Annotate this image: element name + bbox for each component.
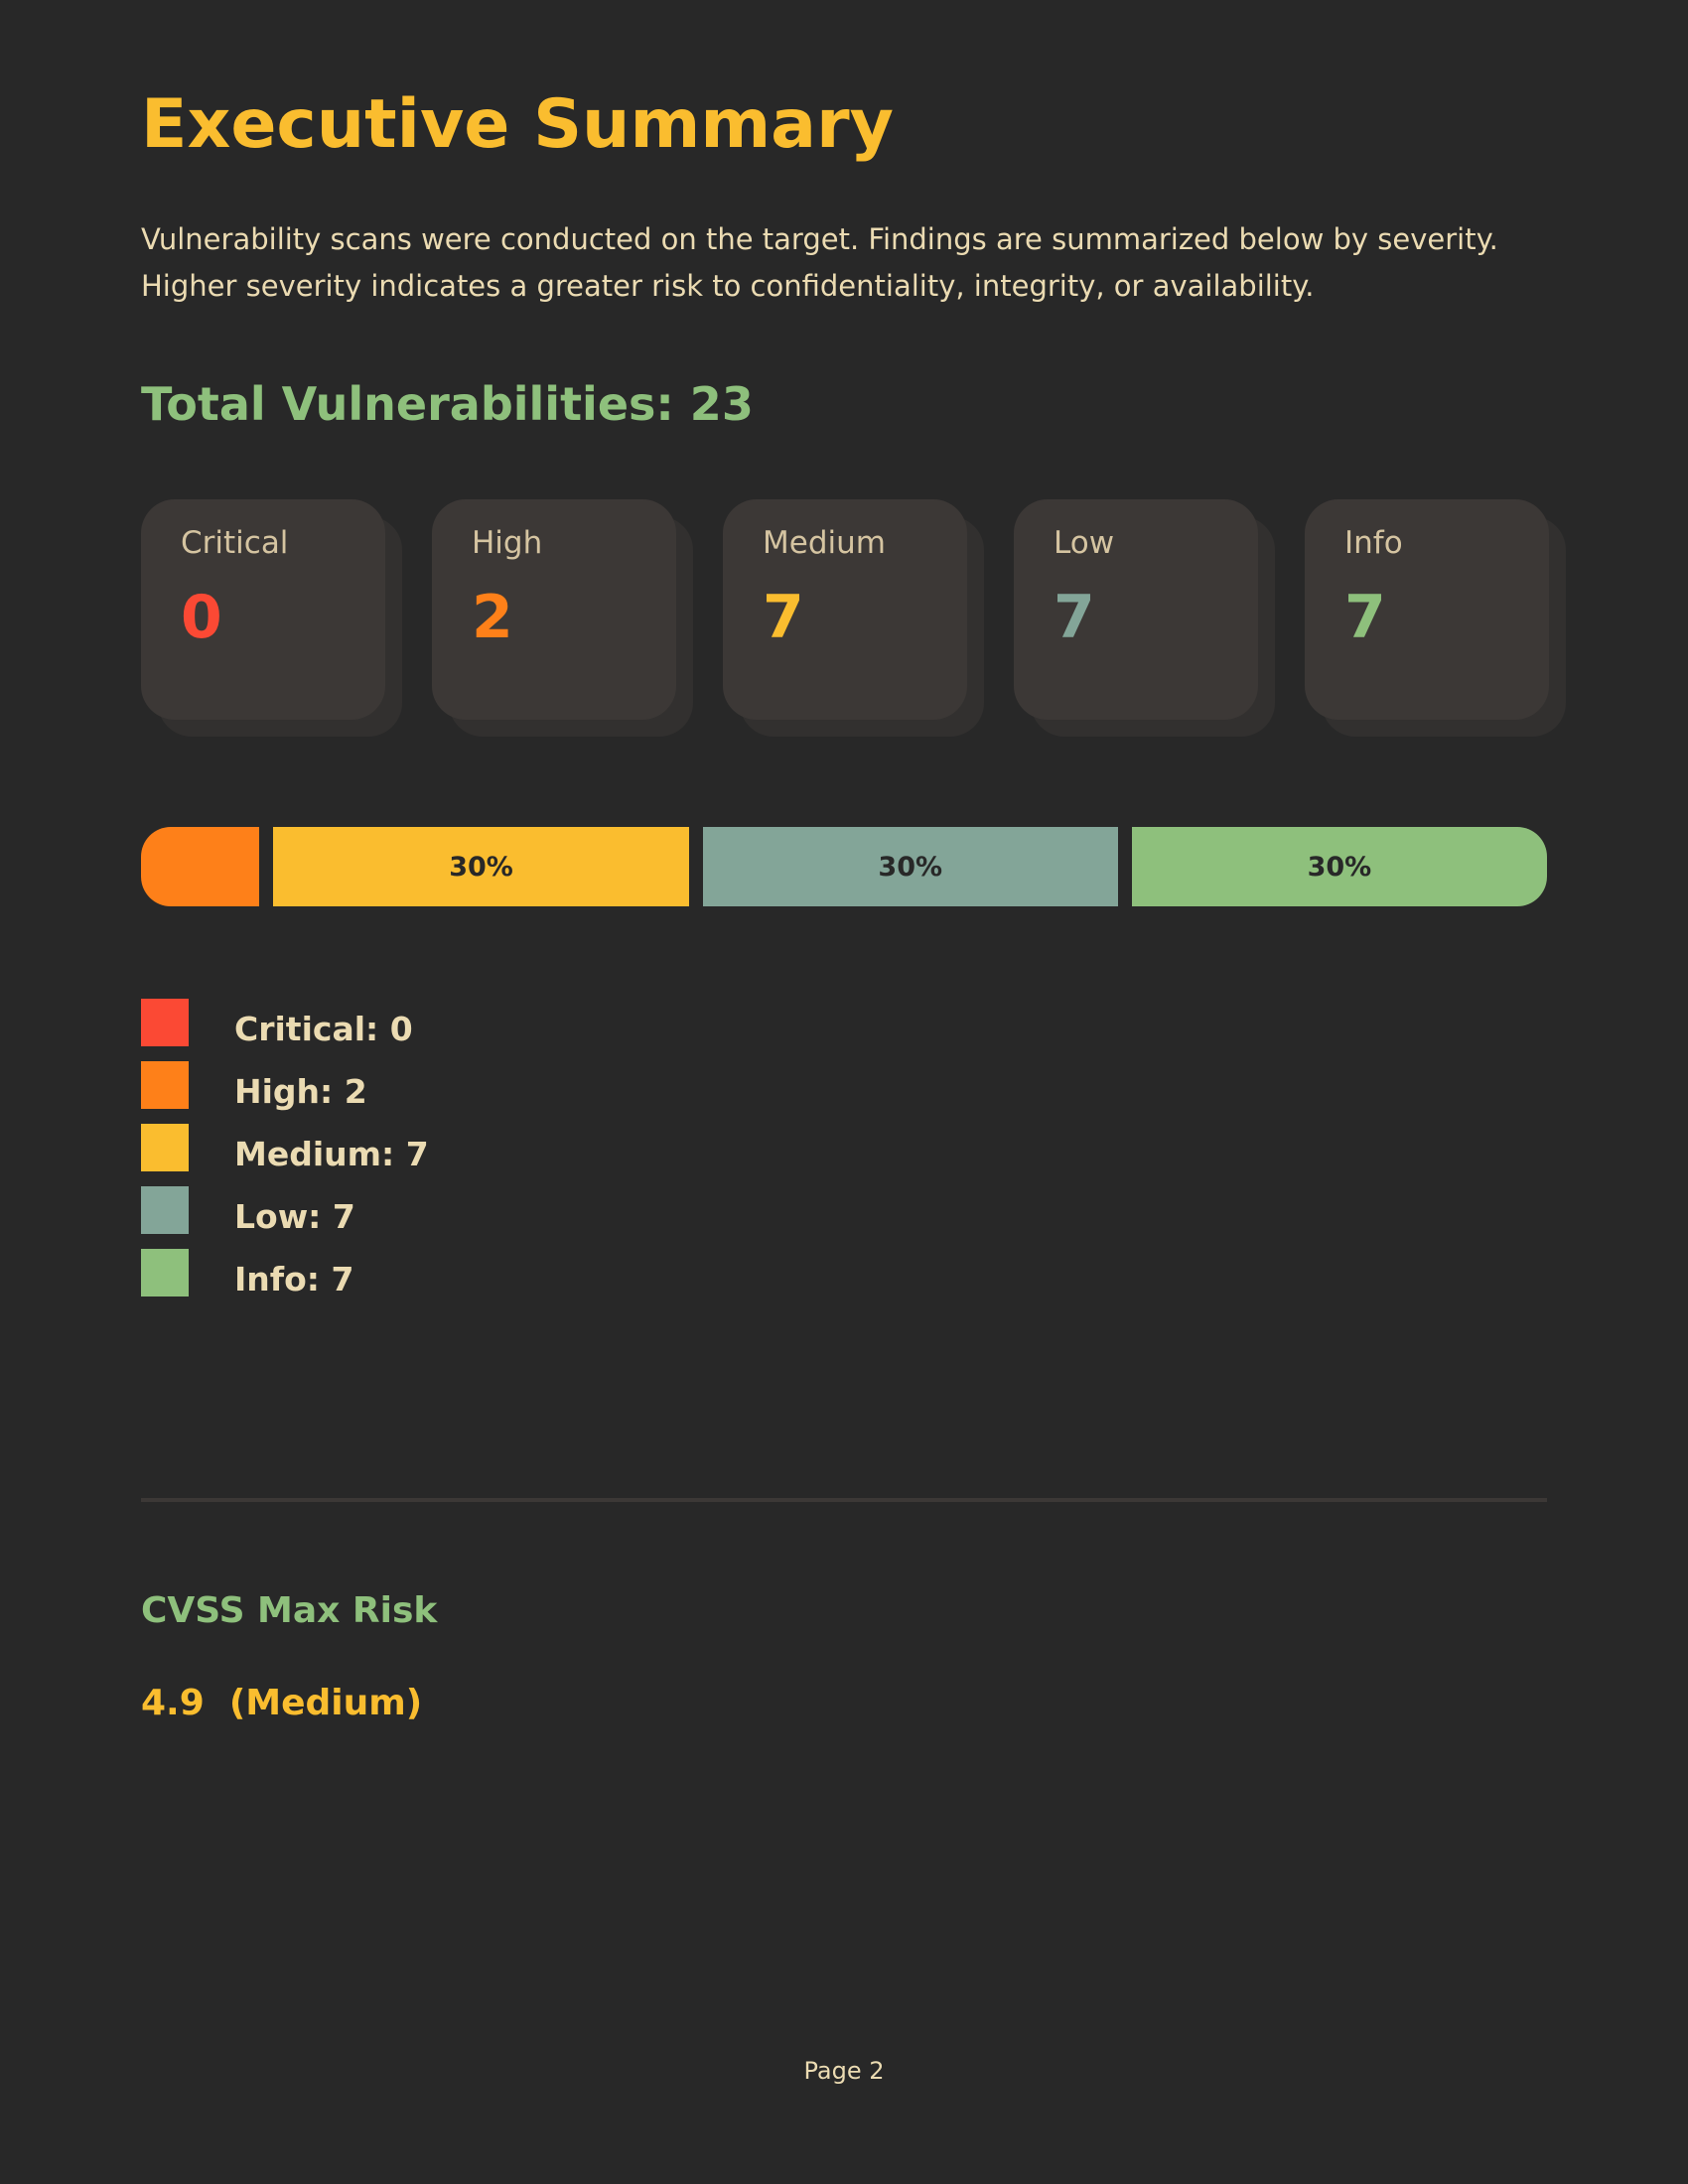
legend-label: Low: 7 xyxy=(234,1197,355,1236)
bar-segment xyxy=(141,827,260,906)
legend-swatch xyxy=(141,1061,189,1109)
legend-swatch xyxy=(141,1249,189,1297)
card-count: 7 xyxy=(1054,583,1095,652)
legend-label: Info: 7 xyxy=(234,1260,354,1298)
segment-label: 30% xyxy=(878,851,943,883)
card-count: 2 xyxy=(472,583,513,652)
segment-label: 30% xyxy=(1307,851,1372,883)
card-count: 7 xyxy=(1344,583,1386,652)
legend-swatch xyxy=(141,999,189,1046)
legend-label: High: 2 xyxy=(234,1072,367,1111)
card-label: High xyxy=(472,525,543,561)
severity-card: Info 7 xyxy=(1305,499,1549,720)
cvss-heading: CVSS Max Risk xyxy=(141,1590,438,1631)
legend-swatch xyxy=(141,1124,189,1171)
segment-label: 30% xyxy=(449,851,513,883)
severity-card: Low 7 xyxy=(1014,499,1258,720)
card-label: Info xyxy=(1344,525,1403,561)
severity-card: High 2 xyxy=(432,499,676,720)
distribution-bar: 30% 30% 30% xyxy=(141,827,1547,906)
cvss-value: 4.9 (Medium) xyxy=(141,1683,423,1723)
intro: Vulnerability scans were conducted on th… xyxy=(141,222,1498,303)
severity-card: Critical 0 xyxy=(141,499,385,720)
bar-segment: 30% xyxy=(702,827,1118,906)
card-count: 0 xyxy=(181,583,222,652)
card-count: 7 xyxy=(763,583,804,652)
legend-label: Critical: 0 xyxy=(234,1010,413,1048)
divider xyxy=(141,1498,1547,1502)
bar-segment: 30% xyxy=(273,827,689,906)
card-label: Low xyxy=(1054,525,1115,561)
total: Total Vulnerabilities: 23 xyxy=(141,377,754,431)
page-number: Page 2 xyxy=(803,2057,885,2085)
card-label: Critical xyxy=(181,525,289,561)
card-label: Medium xyxy=(763,525,886,561)
severity-card: Medium 7 xyxy=(723,499,967,720)
legend-label: Medium: 7 xyxy=(234,1135,429,1173)
title: Executive Summary xyxy=(141,85,894,164)
legend-swatch xyxy=(141,1186,189,1234)
bar-segment: 30% xyxy=(1131,827,1547,906)
